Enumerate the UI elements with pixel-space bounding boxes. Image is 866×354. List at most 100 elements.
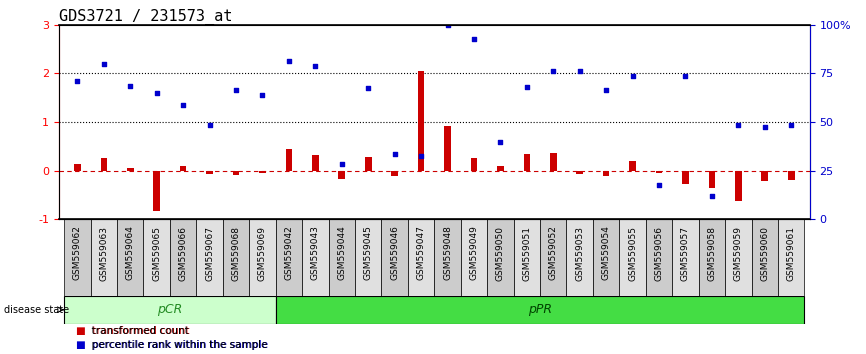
- Bar: [74, 165, 81, 171]
- Bar: [391, 171, 398, 176]
- Bar: [127, 169, 133, 171]
- Point: [388, 151, 402, 156]
- Bar: [328, 219, 355, 296]
- Point: [546, 68, 560, 74]
- Text: GSM559057: GSM559057: [681, 225, 690, 281]
- Bar: [153, 171, 160, 211]
- Text: GSM559062: GSM559062: [73, 225, 82, 280]
- Bar: [682, 171, 688, 184]
- Bar: [488, 219, 514, 296]
- Text: GSM559054: GSM559054: [602, 225, 611, 280]
- Point: [572, 68, 586, 74]
- Text: ■  percentile rank within the sample: ■ percentile rank within the sample: [76, 340, 268, 350]
- Point: [679, 73, 693, 79]
- Text: GSM559044: GSM559044: [337, 225, 346, 280]
- Bar: [593, 219, 619, 296]
- Text: GSM559050: GSM559050: [496, 225, 505, 281]
- Text: GSM559067: GSM559067: [205, 225, 214, 281]
- Point: [70, 78, 84, 84]
- Bar: [566, 219, 593, 296]
- Point: [150, 90, 164, 96]
- Point: [520, 84, 533, 90]
- Text: GSM559060: GSM559060: [760, 225, 769, 281]
- Point: [229, 88, 243, 93]
- Bar: [788, 171, 794, 180]
- Text: GSM559058: GSM559058: [708, 225, 716, 281]
- Text: GSM559049: GSM559049: [469, 225, 478, 280]
- Point: [652, 183, 666, 188]
- Point: [255, 92, 269, 98]
- Bar: [170, 219, 197, 296]
- Point: [758, 124, 772, 130]
- Point: [441, 22, 455, 28]
- Text: GSM559052: GSM559052: [549, 225, 558, 280]
- Bar: [524, 154, 530, 171]
- Bar: [630, 161, 636, 171]
- Bar: [302, 219, 328, 296]
- Bar: [699, 219, 725, 296]
- Bar: [249, 219, 275, 296]
- Text: GSM559053: GSM559053: [575, 225, 585, 281]
- Text: GSM559064: GSM559064: [126, 225, 135, 280]
- Bar: [339, 171, 345, 178]
- Point: [705, 193, 719, 199]
- Bar: [312, 155, 319, 171]
- Bar: [100, 158, 107, 171]
- Point: [625, 73, 639, 79]
- Text: GSM559047: GSM559047: [417, 225, 425, 280]
- Text: GSM559042: GSM559042: [284, 225, 294, 280]
- Bar: [233, 171, 239, 175]
- Point: [494, 139, 507, 144]
- Text: pCR: pCR: [158, 303, 183, 316]
- Bar: [206, 171, 213, 174]
- Point: [97, 61, 111, 67]
- Bar: [275, 219, 302, 296]
- Text: transformed count: transformed count: [85, 326, 189, 336]
- Text: pPR: pPR: [528, 303, 552, 316]
- Bar: [761, 171, 768, 181]
- Point: [123, 83, 137, 88]
- Bar: [646, 219, 672, 296]
- Bar: [514, 219, 540, 296]
- Text: GSM559069: GSM559069: [258, 225, 267, 281]
- Bar: [461, 219, 488, 296]
- Bar: [275, 296, 805, 324]
- Bar: [286, 149, 292, 171]
- Bar: [259, 171, 266, 173]
- Bar: [355, 219, 381, 296]
- Text: GSM559061: GSM559061: [786, 225, 796, 281]
- Point: [176, 102, 190, 108]
- Bar: [64, 296, 275, 324]
- Text: GSM559043: GSM559043: [311, 225, 320, 280]
- Bar: [91, 219, 117, 296]
- Text: GSM559051: GSM559051: [522, 225, 532, 281]
- Point: [335, 161, 349, 166]
- Point: [732, 122, 746, 127]
- Bar: [381, 219, 408, 296]
- Text: GSM559045: GSM559045: [364, 225, 372, 280]
- Bar: [752, 219, 778, 296]
- Text: GSM559046: GSM559046: [391, 225, 399, 280]
- Bar: [540, 219, 566, 296]
- Bar: [672, 219, 699, 296]
- Point: [785, 122, 798, 127]
- Bar: [444, 126, 451, 171]
- Text: GSM559063: GSM559063: [100, 225, 108, 281]
- Text: GSM559065: GSM559065: [152, 225, 161, 281]
- Text: GSM559066: GSM559066: [178, 225, 188, 281]
- Bar: [725, 219, 752, 296]
- Bar: [117, 219, 144, 296]
- Bar: [708, 171, 715, 188]
- Text: GDS3721 / 231573_at: GDS3721 / 231573_at: [59, 8, 232, 25]
- Bar: [619, 219, 646, 296]
- Text: ■  transformed count: ■ transformed count: [76, 326, 190, 336]
- Bar: [497, 166, 504, 171]
- Text: GSM559055: GSM559055: [628, 225, 637, 281]
- Text: GSM559059: GSM559059: [734, 225, 743, 281]
- Text: GSM559048: GSM559048: [443, 225, 452, 280]
- Point: [599, 88, 613, 93]
- Point: [361, 85, 375, 91]
- Text: GSM559068: GSM559068: [231, 225, 241, 281]
- Point: [467, 36, 481, 42]
- Bar: [223, 219, 249, 296]
